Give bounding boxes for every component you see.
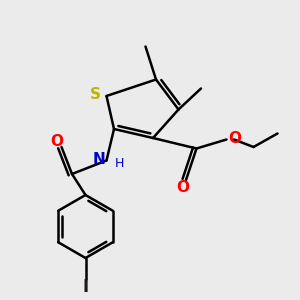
Text: N: N [92, 152, 105, 167]
Text: I: I [82, 278, 88, 296]
Text: O: O [228, 130, 241, 146]
Text: S: S [90, 87, 101, 102]
Text: H: H [115, 157, 124, 170]
Text: O: O [176, 180, 190, 195]
Text: O: O [50, 134, 64, 148]
